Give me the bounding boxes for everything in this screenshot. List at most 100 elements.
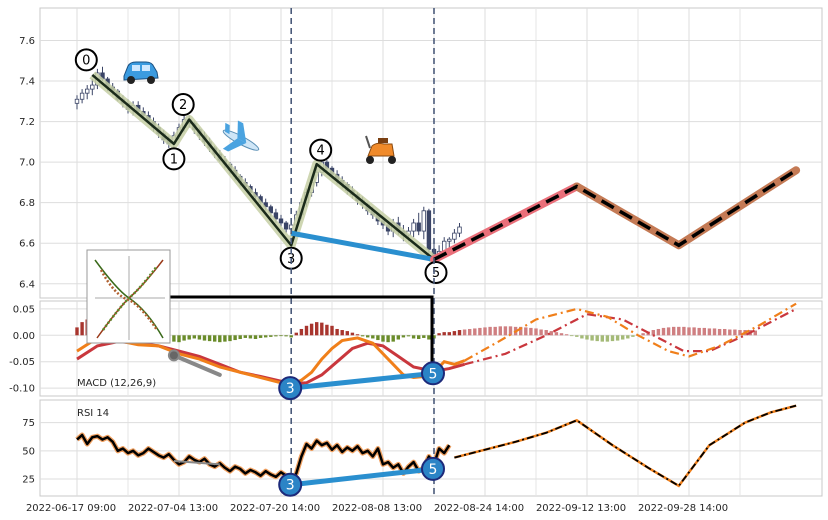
candle-body <box>74 98 80 104</box>
macd-hist-bar <box>192 335 196 339</box>
macd-hist-bar <box>687 327 691 336</box>
macd-hist-bar <box>590 335 594 341</box>
y-tick-label: 7.4 <box>19 77 35 88</box>
y-tick-label: 0.00 <box>13 331 35 342</box>
macd-hist-bar <box>80 322 84 336</box>
divergence-marker <box>278 472 303 497</box>
car-wheel <box>127 76 135 84</box>
pivot-marker <box>162 147 186 171</box>
macd-hist-bar <box>381 335 385 342</box>
macd-hist-bar <box>605 335 610 342</box>
x-tick-label: 2022-08-24 14:00 <box>434 503 524 514</box>
macd-hist-bar <box>656 328 661 336</box>
pivot-label: 5 <box>432 266 440 281</box>
macd-hist-bar <box>233 335 237 341</box>
divergence-marker <box>421 456 445 481</box>
macd-hist-bar <box>422 335 426 338</box>
macd-hist-bar <box>529 327 533 336</box>
projection-dashed-line <box>433 168 798 262</box>
car-wheel <box>147 76 155 84</box>
candle-body <box>416 222 421 232</box>
macd-hist-bar <box>223 335 227 342</box>
macd-hist-bar <box>177 335 181 343</box>
macd-hist-bar <box>315 322 319 336</box>
macd-hist-bar <box>717 328 722 336</box>
thumbnail-curve <box>101 265 159 331</box>
x-tick-label: 2022-08-08 13:00 <box>332 503 422 514</box>
macd-hist-bar <box>457 330 462 336</box>
macd-hist-bar <box>610 335 615 342</box>
macd-hist-bar <box>172 335 176 342</box>
scooter-body <box>367 142 395 157</box>
scooter-wheel <box>366 156 374 164</box>
macd-hist-bar <box>264 335 268 338</box>
macd-hist-bar <box>396 335 400 340</box>
pivot-label: 0 <box>82 53 90 68</box>
macd-hist-bar <box>580 335 584 339</box>
y-tick-label: 75 <box>22 418 35 429</box>
airplane-tail <box>225 122 230 135</box>
candle-body <box>447 238 452 242</box>
candle-body <box>426 210 432 250</box>
macd-hist-bar <box>437 333 441 336</box>
macd-hist-bar <box>641 333 645 336</box>
airplane-icon <box>222 120 260 152</box>
macd-hist-bar <box>187 335 191 340</box>
price-divergence-line <box>290 230 435 262</box>
macd-hist-bar <box>728 329 732 336</box>
macd-hist-bar <box>238 335 242 339</box>
candle-body <box>90 84 95 90</box>
macd-hist-bar <box>697 327 701 336</box>
scooter-icon <box>365 135 396 164</box>
y-tick-label: 0.05 <box>13 304 35 315</box>
macd-hist-bar <box>269 335 273 337</box>
macd-hist-bar <box>738 330 742 336</box>
macd-hist-bar <box>666 327 671 336</box>
candle-body <box>457 226 462 234</box>
macd-hist-bar <box>544 330 548 336</box>
macd-hist-bar <box>207 335 212 342</box>
macd-hist-bar <box>452 331 457 336</box>
rsi-divergence-line <box>290 466 435 488</box>
pivot-label: 1 <box>170 152 178 167</box>
macd-hist-bar <box>723 328 727 336</box>
macd-hist-bar <box>218 335 222 343</box>
macd-hist-bar <box>417 335 421 339</box>
y-tick-label: 6.4 <box>19 279 35 290</box>
panel-frame <box>39 399 823 497</box>
macd-hist-bar <box>289 335 293 338</box>
macd-panel-title: MACD (12,26,9) <box>77 378 156 389</box>
macd-hist-bar <box>626 335 630 339</box>
rsi-projection <box>454 404 797 488</box>
airplane-wing <box>222 138 247 152</box>
divergence-marker <box>278 376 303 401</box>
rsi-line <box>76 433 451 484</box>
macd-hist-bar <box>360 335 365 337</box>
macd-hist-bar <box>498 326 502 336</box>
connector-line <box>170 295 434 370</box>
macd-hist-bar <box>258 335 263 338</box>
macd-hist-bar <box>682 326 686 336</box>
macd-hist-bar <box>432 335 436 339</box>
candle-body <box>79 92 85 100</box>
macd-grey-segment <box>171 353 222 377</box>
macd-hist-bar <box>355 334 360 336</box>
candle-body <box>452 232 457 240</box>
macd-hist-bar <box>340 330 344 336</box>
y-tick-label: 25 <box>22 475 35 486</box>
x-axis-labels: 2022-06-17 09:00 2022-07-04 13:00 2022-07-… <box>26 503 728 514</box>
macd-hist-bar <box>213 335 217 342</box>
macd-hist-bar <box>692 327 696 336</box>
macd-hist-bar <box>391 335 395 342</box>
macd-hist-bar <box>570 335 574 337</box>
divergence-marker <box>421 361 445 386</box>
macd-hist-bar <box>733 329 737 336</box>
rsi-grey-segment <box>173 459 220 466</box>
macd-hist-bar <box>503 326 508 336</box>
x-tick-label: 2022-09-28 14:00 <box>638 503 728 514</box>
macd-hist-bar <box>350 332 355 336</box>
macd-hist-bar <box>411 335 416 339</box>
candle-body <box>268 206 273 214</box>
signal-projection <box>464 307 797 366</box>
